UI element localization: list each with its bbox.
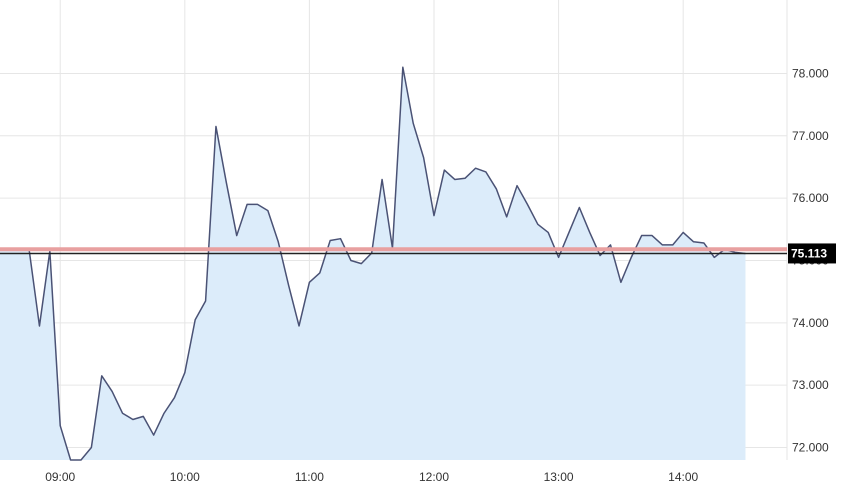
y-tick-label: 74.000: [792, 316, 829, 330]
reference-lines: [0, 247, 787, 255]
series-area: [0, 66, 746, 461]
current-price-label: 75.113: [791, 246, 827, 260]
y-tick-label: 73.000: [792, 378, 829, 392]
series-area-fill: [0, 67, 746, 460]
current-price-label-group: 75.113: [788, 243, 836, 264]
y-tick-label: 72.000: [792, 441, 829, 455]
x-tick-label: 14:00: [668, 470, 698, 484]
y-tick-label: 78.000: [792, 66, 829, 80]
y-tick-label: 76.000: [792, 191, 829, 205]
y-tick-label: 77.000: [792, 129, 829, 143]
x-tick-label: 12:00: [419, 470, 449, 484]
x-tick-label: 13:00: [544, 470, 574, 484]
series-line: [0, 66, 746, 461]
x-tick-label: 11:00: [295, 470, 324, 484]
x-axis-ticks: 09:00 10:00 11:00 12:00 13:00 14:00: [45, 470, 698, 484]
current-price-label-bg: [788, 243, 836, 264]
x-tick-label: 10:00: [170, 470, 200, 484]
x-tick-label: 09:00: [45, 470, 75, 484]
